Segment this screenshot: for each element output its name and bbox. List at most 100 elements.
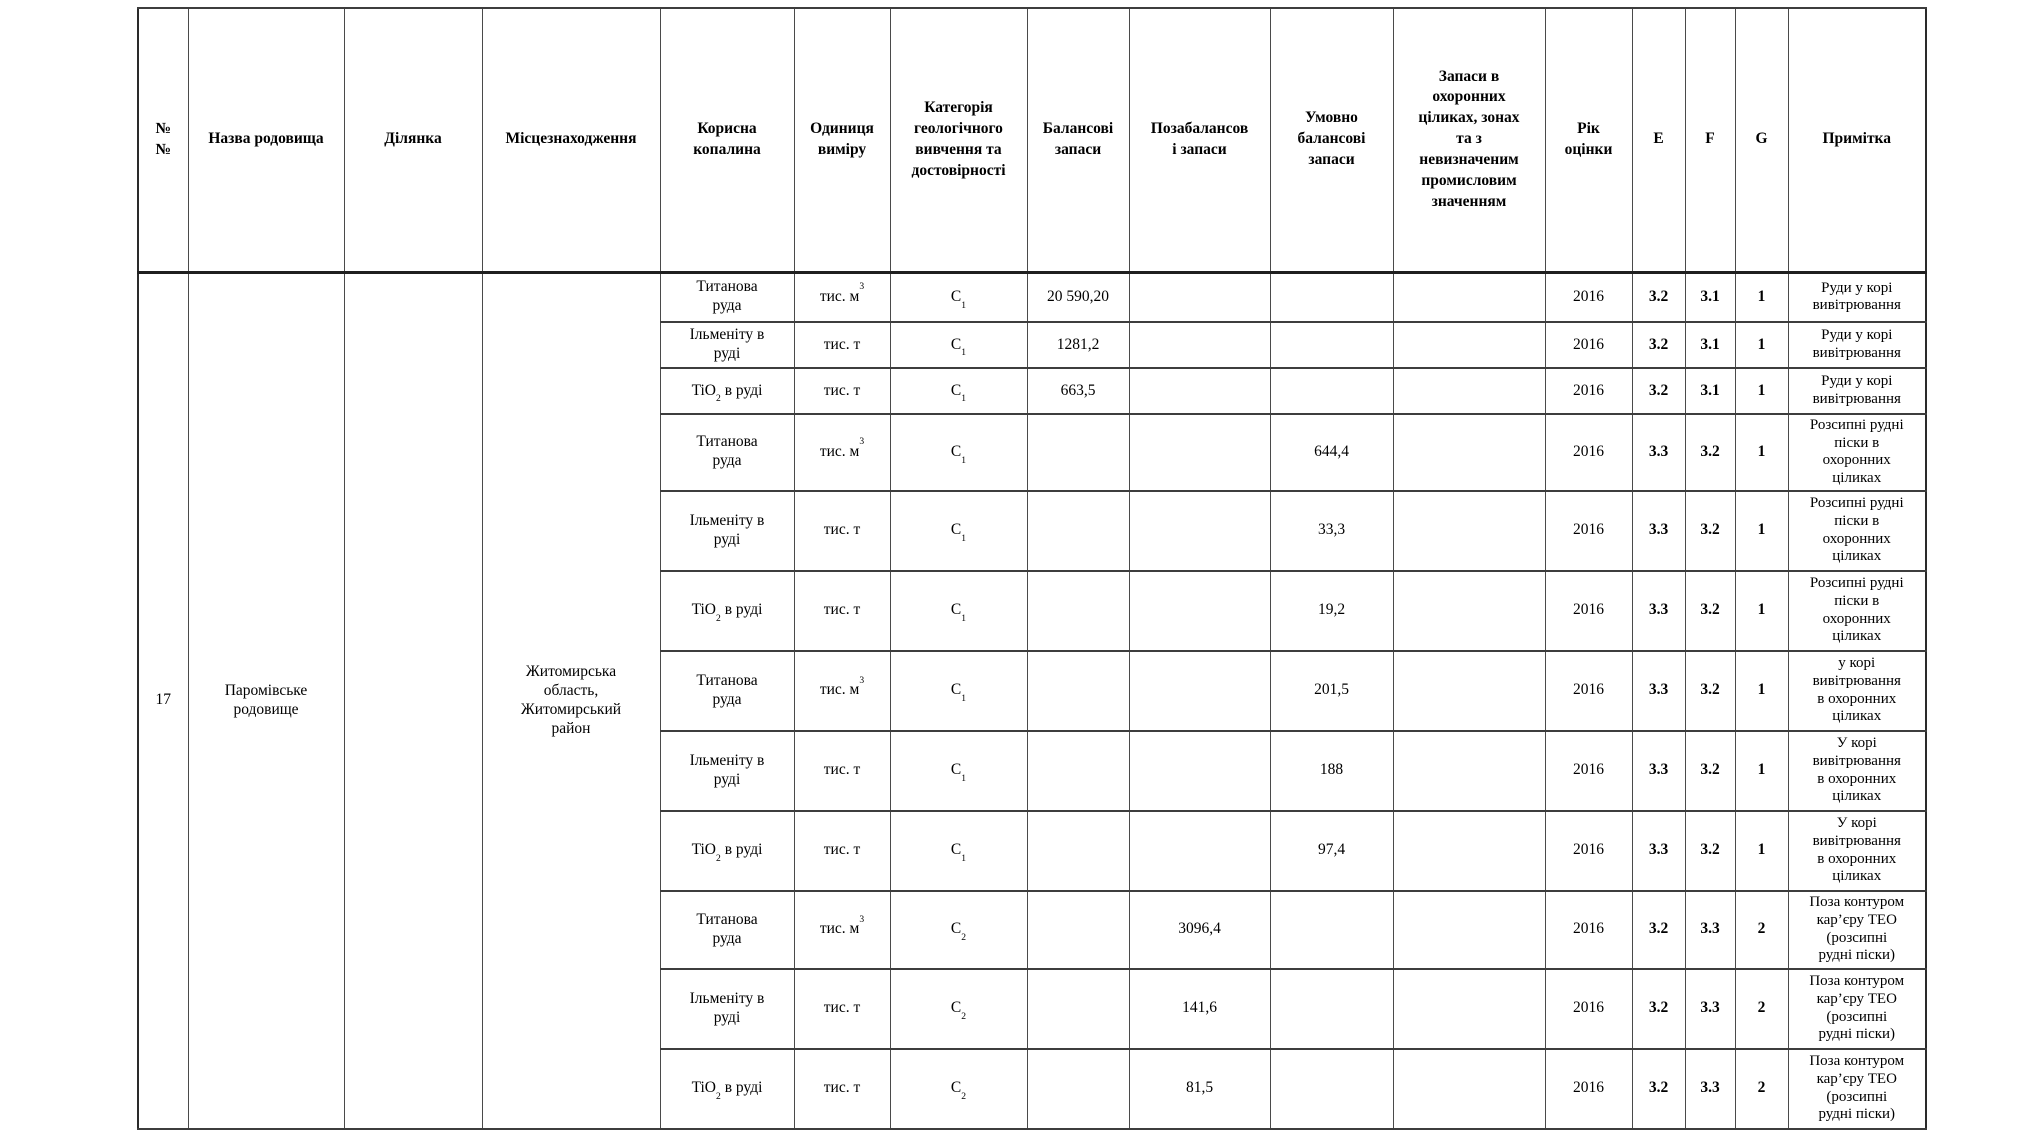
cell-balance-reserves [1026, 649, 1130, 732]
cell-off-balance-reserves [1128, 321, 1271, 369]
cell-e-value: 3.2 [1631, 1047, 1686, 1130]
cell-off-balance-reserves [1128, 489, 1271, 572]
cell-g-value: 2 [1734, 967, 1789, 1050]
cell-year: 2016 [1544, 889, 1633, 970]
cell-conditional-reserves [1269, 271, 1394, 323]
cell-year: 2016 [1544, 569, 1633, 652]
header-e: E [1631, 7, 1686, 274]
cell-site [343, 271, 483, 1130]
cell-conditional-reserves [1269, 367, 1394, 415]
header-note: Примітка [1787, 7, 1927, 274]
cell-e-value: 3.2 [1631, 321, 1686, 369]
cell-category: С1 [889, 489, 1028, 572]
cell-off-balance-reserves: 141,6 [1128, 967, 1271, 1050]
table-row: Ільменіту в руді тис. т С1 1281,2 2016 3… [138, 321, 1927, 369]
cell-note: Розсипні рудні піски в охоронних ціликах [1787, 569, 1927, 652]
cell-mineral: TiO2 в руді [659, 809, 795, 892]
cell-g-value: 2 [1734, 1047, 1789, 1130]
cell-g-value: 1 [1734, 729, 1789, 812]
table-row: 17 Паромівське родовище Житомирська обла… [137, 271, 1927, 1130]
table-row: Титанова руда тис. м3 С1 644,4 2016 3.3 … [138, 413, 1927, 492]
cell-e-value: 3.3 [1631, 729, 1686, 812]
header-location: Місцезнаходження [481, 7, 661, 274]
cell-f-value: 3.1 [1684, 271, 1736, 323]
cell-f-value: 3.2 [1684, 649, 1736, 732]
cell-conditional-reserves [1269, 889, 1394, 970]
table-body: 17 Паромівське родовище Житомирська обла… [137, 271, 1927, 1130]
cell-balance-reserves: 663,5 [1026, 367, 1130, 415]
cell-conditional-reserves: 19,2 [1269, 569, 1394, 652]
cell-f-value: 3.2 [1684, 809, 1736, 892]
cell-note: Розсипні рудні піски в охоронних ціликах [1787, 489, 1927, 572]
cell-f-value: 3.2 [1684, 489, 1736, 572]
cell-unit: тис. т [793, 321, 891, 369]
cell-year: 2016 [1544, 729, 1633, 812]
header-unit: Одиниця виміру [793, 7, 891, 274]
cell-g-value: 1 [1734, 413, 1789, 492]
cell-e-value: 3.3 [1631, 649, 1686, 732]
cell-g-value: 1 [1734, 569, 1789, 652]
cell-location: Житомирська область, Житомирський район [481, 271, 661, 1130]
cell-f-value: 3.3 [1684, 967, 1736, 1050]
table-row: TiO2 в руді тис. т С1 19,2 2016 3.3 3.2 … [138, 569, 1927, 652]
cell-e-value: 3.2 [1631, 889, 1686, 970]
table-row: Титанова руда тис. м3 С1 201,5 2016 3.3 … [138, 649, 1927, 732]
cell-g-value: 1 [1734, 367, 1789, 415]
cell-row-number: 17 [137, 271, 189, 1130]
cell-note: Розсипні рудні піски в охоронних ціликах [1787, 413, 1927, 492]
header-g: G [1734, 7, 1789, 274]
cell-category: С1 [889, 367, 1028, 415]
header-number: № № [137, 7, 189, 274]
cell-unit: тис. м3 [793, 649, 891, 732]
header-conditional-reserves: Умовно балансові запаси [1269, 7, 1394, 274]
cell-year: 2016 [1544, 967, 1633, 1050]
cell-unit: тис. т [793, 1047, 891, 1130]
header-row: № № Назва родовища Ділянка Місцезнаходже… [137, 7, 1927, 274]
cell-protected-reserves [1392, 569, 1546, 652]
cell-category: С1 [889, 569, 1028, 652]
cell-balance-reserves: 20 590,20 [1026, 271, 1130, 323]
cell-year: 2016 [1544, 271, 1633, 323]
cell-category: С1 [889, 809, 1028, 892]
cell-conditional-reserves: 644,4 [1269, 413, 1394, 492]
table-row: Титанова руда тис. м3 С2 3096,4 2016 3.2… [138, 889, 1927, 970]
cell-protected-reserves [1392, 809, 1546, 892]
cell-mineral: TiO2 в руді [659, 1047, 795, 1130]
cell-category: С1 [889, 729, 1028, 812]
cell-g-value: 1 [1734, 489, 1789, 572]
cell-unit: тис. м3 [793, 413, 891, 492]
cell-conditional-reserves: 201,5 [1269, 649, 1394, 732]
header-f: F [1684, 7, 1736, 274]
cell-unit: тис. т [793, 569, 891, 652]
cell-unit: тис. т [793, 967, 891, 1050]
cell-note: Руди у корі вивітрювання [1787, 321, 1927, 369]
cell-year: 2016 [1544, 367, 1633, 415]
cell-conditional-reserves [1269, 967, 1394, 1050]
cell-conditional-reserves: 33,3 [1269, 489, 1394, 572]
cell-balance-reserves [1026, 809, 1130, 892]
cell-e-value: 3.3 [1631, 569, 1686, 652]
cell-f-value: 3.2 [1684, 569, 1736, 652]
cell-mineral: Титанова руда [659, 889, 795, 970]
cell-note: у корі вивітрювання в охоронних ціликах [1787, 649, 1927, 732]
cell-year: 2016 [1544, 1047, 1633, 1130]
cell-protected-reserves [1392, 367, 1546, 415]
cell-f-value: 3.3 [1684, 1047, 1736, 1130]
cell-e-value: 3.3 [1631, 809, 1686, 892]
cell-unit: тис. м3 [793, 271, 891, 323]
cell-f-value: 3.3 [1684, 889, 1736, 970]
cell-deposit-name: Паромівське родовище [187, 271, 345, 1130]
header-protected-reserves: Запаси в охоронних ціликах, зонах та з н… [1392, 7, 1546, 274]
cell-unit: тис. т [793, 809, 891, 892]
table-row: Ільменіту в руді тис. т С1 33,3 2016 3.3… [138, 489, 1927, 572]
table-row: Ільменіту в руді тис. т С1 188 2016 3.3 … [138, 729, 1927, 812]
table-row: TiO2 в руді тис. т С1 663,5 2016 3.2 3.1… [138, 367, 1927, 415]
cell-mineral: Ільменіту в руді [659, 489, 795, 572]
cell-mineral: Титанова руда [659, 649, 795, 732]
cell-unit: тис. т [793, 489, 891, 572]
table-row: TiO2 в руді тис. т С1 97,4 2016 3.3 3.2 … [138, 809, 1927, 892]
cell-unit: тис. т [793, 367, 891, 415]
cell-protected-reserves [1392, 489, 1546, 572]
header-deposit-name: Назва родовища [187, 7, 345, 274]
cell-mineral: Титанова руда [659, 413, 795, 492]
